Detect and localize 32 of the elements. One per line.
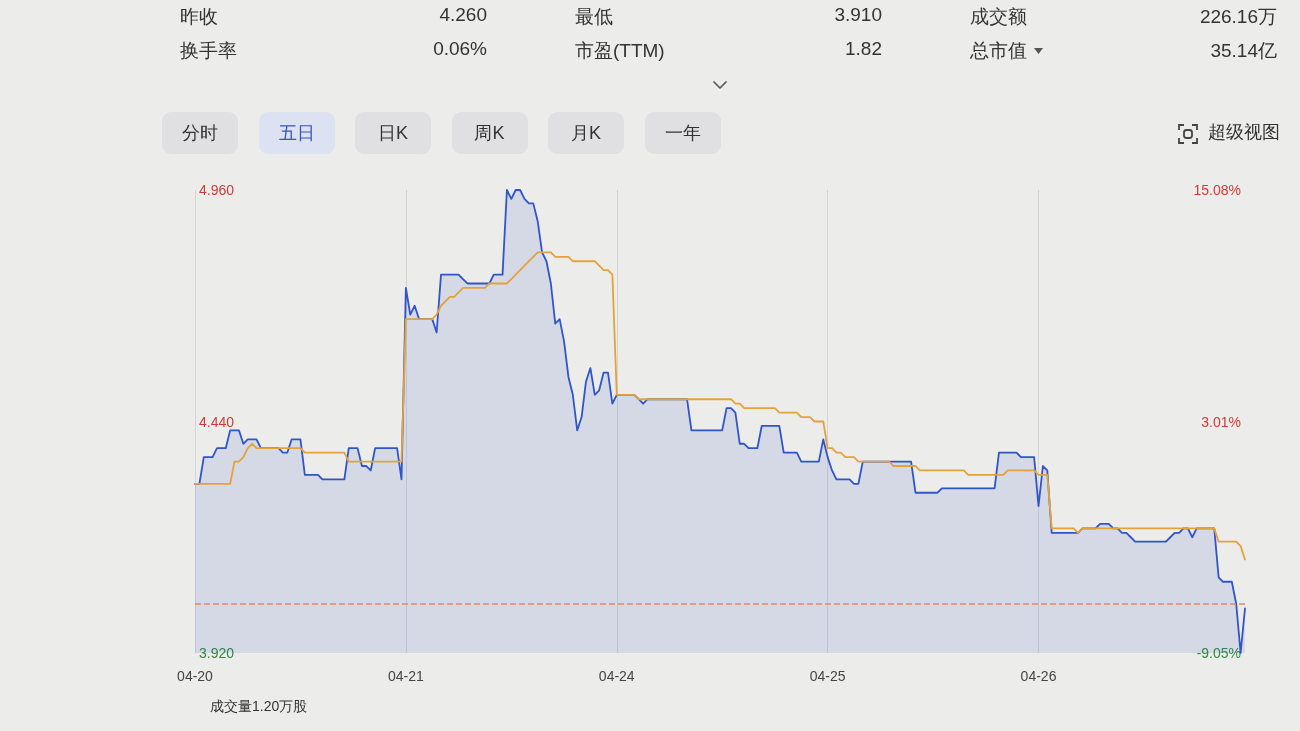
text: 总市值 — [970, 39, 1027, 63]
tab-button: 周K — [451, 112, 528, 154]
y-tick-label: 4.960 — [199, 182, 235, 198]
text: 换手率 — [180, 39, 237, 63]
tab-button: 分时 — [162, 112, 238, 154]
text: 35.14亿 — [1209, 39, 1277, 63]
tab-button: 日K — [355, 112, 431, 154]
text: 3.910 — [833, 4, 882, 26]
x-tick-label: 04-21 — [387, 668, 424, 684]
x-tick-label: 04-24 — [598, 668, 635, 684]
y2-tick-label: 15.08% — [1193, 182, 1241, 198]
text: 成交额 — [970, 5, 1027, 29]
y2-tick-label: 3.01% — [1201, 413, 1241, 430]
text: 昨收 — [180, 5, 218, 29]
text: 最低 — [575, 5, 613, 29]
text: 成交量1.20万股 — [210, 698, 308, 716]
text: 0.06% — [432, 38, 487, 60]
tab-button: 一年 — [644, 112, 721, 154]
x-tick-label: 04-20 — [177, 668, 214, 684]
x-tick-label: 04-25 — [809, 668, 846, 684]
text: 市盈(TTM) — [575, 39, 665, 63]
text: 4.260 — [438, 4, 487, 26]
text: 1.82 — [844, 38, 882, 60]
x-tick-label: 04-26 — [1020, 668, 1057, 684]
y2-tick-label: -9.05% — [1196, 645, 1241, 661]
tab-button: 五日 — [258, 112, 335, 154]
line-series — [194, 251, 1246, 561]
text: 超级视图 — [1208, 121, 1280, 144]
text: 226.16万 — [1198, 5, 1277, 29]
tab-button: 月K — [548, 112, 624, 154]
y-tick-label: 3.920 — [199, 645, 235, 661]
y-tick-label: 4.440 — [199, 413, 235, 430]
